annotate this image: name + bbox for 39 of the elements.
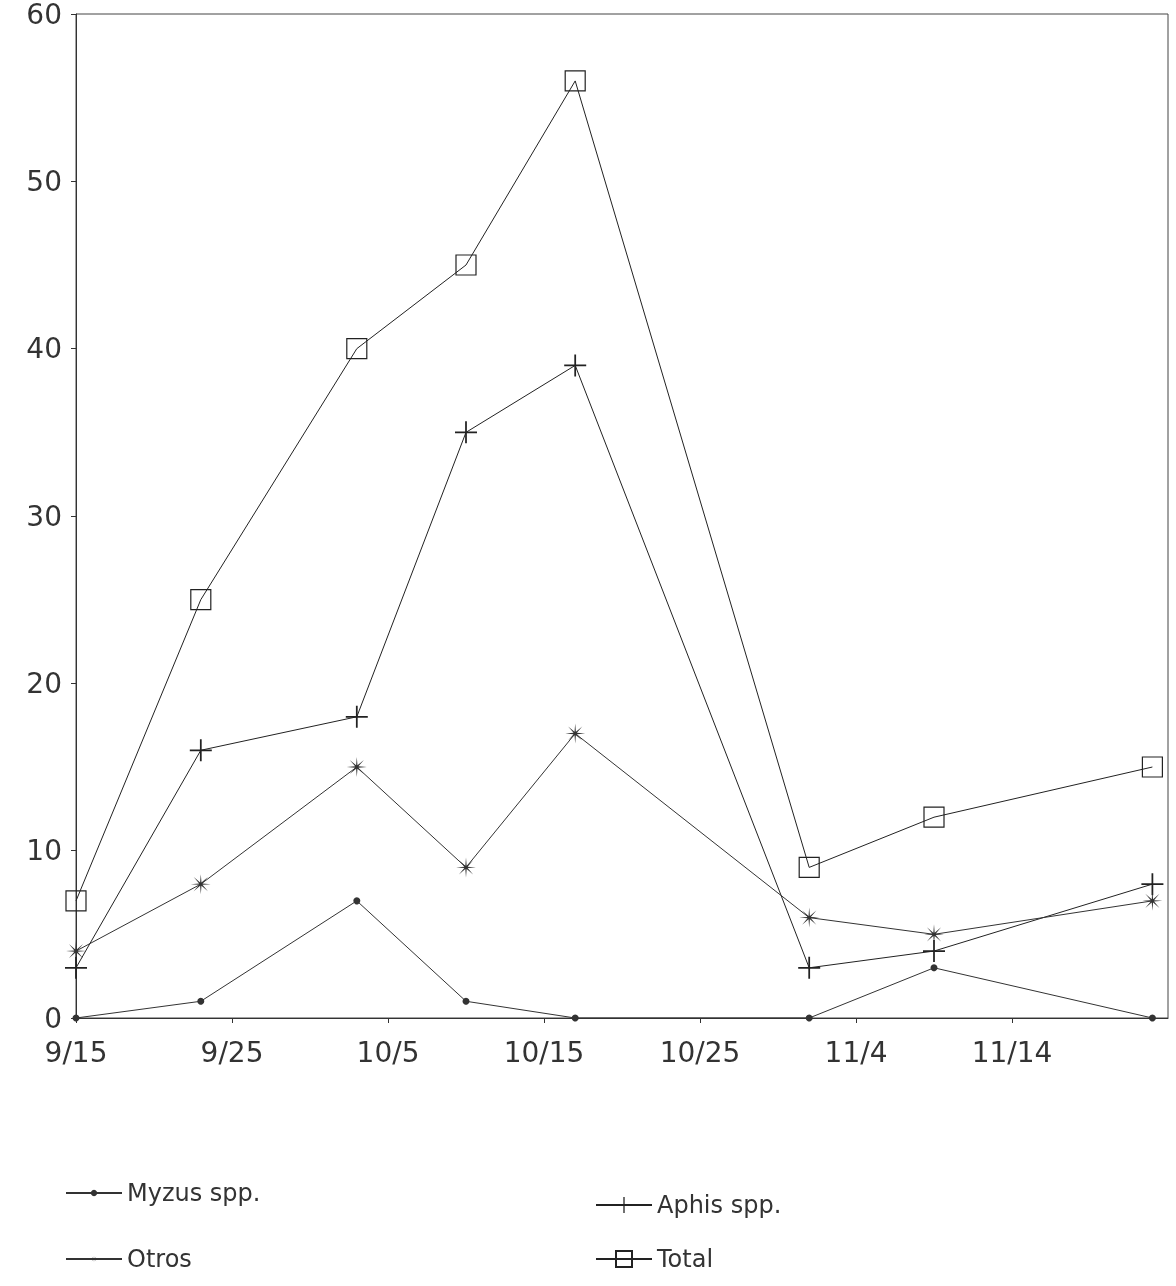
legend-label: Otros bbox=[127, 1245, 192, 1273]
x-tick-label: 9/25 bbox=[200, 1035, 264, 1069]
x-tick-label: 11/14 bbox=[971, 1035, 1053, 1069]
y-tick-label: 60 bbox=[26, 0, 62, 31]
point bbox=[930, 964, 938, 972]
x-tick-label: 9/15 bbox=[44, 1035, 108, 1069]
point bbox=[455, 254, 477, 276]
point bbox=[65, 890, 87, 912]
point bbox=[805, 1014, 813, 1022]
point bbox=[798, 956, 821, 979]
y-tick-label: 50 bbox=[26, 164, 62, 198]
x-tick-label: 10/15 bbox=[503, 1035, 585, 1069]
y-tick-label: 30 bbox=[26, 499, 62, 533]
point bbox=[65, 956, 87, 979]
point bbox=[189, 739, 212, 762]
point bbox=[923, 806, 945, 828]
y-tick-label: 10 bbox=[26, 834, 62, 868]
point bbox=[571, 1014, 579, 1022]
point bbox=[923, 940, 945, 963]
y-tick-label: 40 bbox=[26, 332, 62, 366]
point bbox=[346, 338, 368, 360]
legend-label: Myzus spp. bbox=[127, 1179, 261, 1207]
y-tick-label: 20 bbox=[26, 666, 62, 700]
point bbox=[190, 589, 212, 611]
point bbox=[462, 997, 470, 1005]
point bbox=[564, 70, 586, 92]
point bbox=[345, 705, 368, 728]
legend-label: Total bbox=[656, 1245, 714, 1273]
x-tick-label: 10/5 bbox=[356, 1035, 420, 1069]
point bbox=[1148, 1014, 1156, 1022]
y-tick-label: 0 bbox=[44, 1001, 62, 1035]
point bbox=[1141, 756, 1163, 778]
point bbox=[197, 997, 205, 1005]
x-tick-label: 11/4 bbox=[824, 1035, 888, 1069]
point bbox=[455, 421, 477, 444]
legend-label: Aphis spp. bbox=[657, 1191, 782, 1219]
x-tick-label: 10/25 bbox=[659, 1035, 741, 1069]
point bbox=[798, 856, 820, 878]
point bbox=[353, 897, 361, 905]
